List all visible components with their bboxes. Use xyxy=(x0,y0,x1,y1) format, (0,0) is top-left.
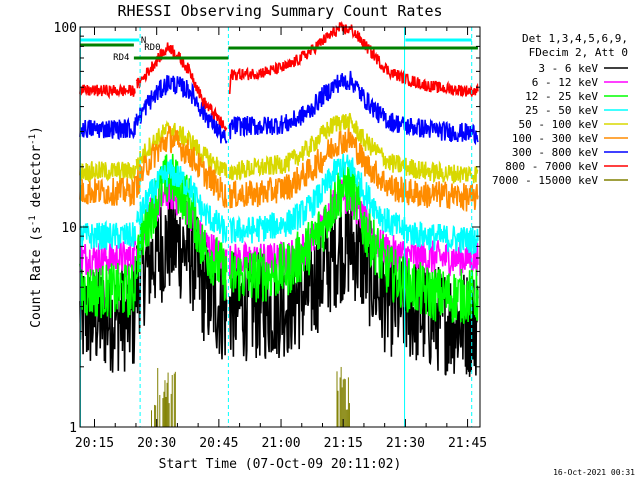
y-tick-label: 100 xyxy=(54,21,77,36)
bars-layer xyxy=(151,366,350,427)
x-tick-label: 21:15 xyxy=(324,436,363,451)
series-trace-5 xyxy=(79,125,479,212)
legend-entry-label: 12 - 25 keV xyxy=(525,90,598,103)
x-axis: 20:15 20:30 20:45 21:00 21:15 21:30 21:45 xyxy=(75,27,487,451)
legend: Det 1,3,4,5,6,9,FDecim 2, Att 0 3 - 6 keV… xyxy=(492,32,628,187)
chart-title: RHESSI Observing Summary Count Rates xyxy=(117,2,442,20)
x-tick-label: 20:30 xyxy=(137,436,176,451)
annotation-label: RD4 xyxy=(113,53,129,63)
series-layer xyxy=(79,20,479,377)
x-tick-label: 21:45 xyxy=(448,436,487,451)
x-tick-label: 21:30 xyxy=(386,436,425,451)
legend-entry-label: 6 - 12 keV xyxy=(532,76,599,89)
x-tick-label: 21:00 xyxy=(261,436,300,451)
legend-entry-label: 25 - 50 keV xyxy=(525,104,598,117)
legend-entry-label: 800 - 7000 keV xyxy=(505,160,598,173)
legend-header: FDecim 2, Att 0 xyxy=(529,46,628,59)
series-trace-2 xyxy=(79,153,479,324)
annotation-label: RD0 xyxy=(144,43,160,53)
series-trace-3 xyxy=(79,153,479,255)
legend-entry-label: 3 - 6 keV xyxy=(538,62,598,75)
legend-entry-label: 50 - 100 keV xyxy=(519,118,599,131)
y-axis-label: Count Rate (s-1 detector-1) xyxy=(28,126,44,328)
legend-entry-label: 300 - 800 keV xyxy=(512,146,598,159)
series-trace-7 xyxy=(79,20,479,132)
x-tick-label: 20:45 xyxy=(199,436,238,451)
x-tick-label: 20:15 xyxy=(75,436,114,451)
y-tick-label: 1 xyxy=(69,421,77,436)
annotation-label: N xyxy=(141,36,146,46)
x-axis-label: Start Time (07-Oct-09 20:11:02) xyxy=(159,457,402,472)
footer-timestamp: 16-Oct-2021 00:31 xyxy=(553,468,635,477)
legend-entry-label: 100 - 300 keV xyxy=(512,132,598,145)
legend-entry-label: 7000 - 15000 keV xyxy=(492,174,598,187)
y-tick-label: 10 xyxy=(61,221,77,236)
y-axis: 1 10 100 xyxy=(54,21,480,436)
legend-header: Det 1,3,4,5,6,9, xyxy=(522,32,628,45)
